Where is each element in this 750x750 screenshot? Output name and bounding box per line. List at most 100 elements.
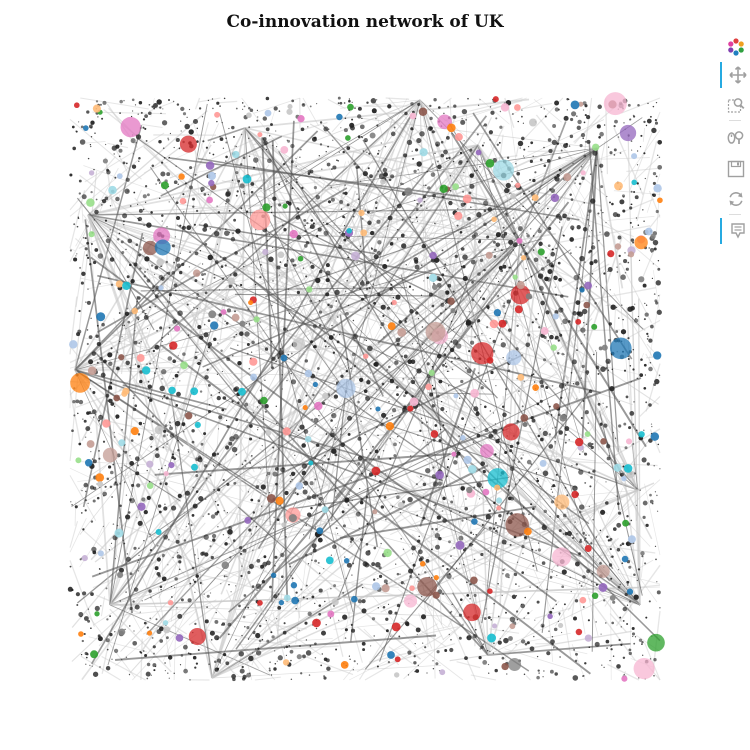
- network-node[interactable]: [447, 297, 455, 306]
- network-node[interactable]: [282, 659, 290, 666]
- network-node[interactable]: [394, 656, 401, 663]
- network-node[interactable]: [460, 434, 466, 441]
- network-node[interactable]: [331, 598, 339, 606]
- network-node[interactable]: [96, 312, 106, 322]
- network-node[interactable]: [453, 393, 459, 399]
- network-node[interactable]: [463, 455, 472, 465]
- network-node[interactable]: [282, 203, 288, 209]
- network-node[interactable]: [287, 104, 293, 110]
- network-node[interactable]: [266, 494, 276, 503]
- network-node[interactable]: [623, 464, 633, 473]
- network-node[interactable]: [454, 133, 463, 141]
- network-node[interactable]: [102, 158, 108, 164]
- network-node[interactable]: [575, 318, 582, 325]
- network-node[interactable]: [156, 258, 165, 267]
- network-node[interactable]: [417, 576, 437, 597]
- network-node[interactable]: [575, 437, 584, 447]
- network-node[interactable]: [173, 325, 181, 332]
- network-node[interactable]: [231, 313, 240, 322]
- network-node[interactable]: [591, 592, 599, 600]
- network-node[interactable]: [82, 125, 89, 131]
- network-node[interactable]: [404, 187, 413, 196]
- network-node[interactable]: [321, 506, 329, 514]
- network-node[interactable]: [450, 308, 456, 314]
- network-node[interactable]: [312, 618, 321, 628]
- network-node[interactable]: [631, 153, 638, 160]
- network-node[interactable]: [634, 235, 648, 250]
- network-node[interactable]: [579, 596, 587, 604]
- network-node[interactable]: [492, 96, 499, 103]
- network-node[interactable]: [485, 251, 493, 259]
- network-node[interactable]: [90, 650, 99, 659]
- network-node[interactable]: [136, 353, 145, 362]
- network-node[interactable]: [430, 430, 439, 438]
- network-node[interactable]: [88, 170, 95, 176]
- network-node[interactable]: [146, 460, 154, 468]
- network-node[interactable]: [407, 405, 414, 412]
- pan-tool-button[interactable]: [720, 62, 750, 88]
- network-node[interactable]: [487, 588, 493, 594]
- network-node[interactable]: [493, 309, 502, 317]
- network-node[interactable]: [208, 179, 215, 187]
- network-node[interactable]: [296, 654, 302, 660]
- network-node[interactable]: [380, 178, 386, 185]
- network-node[interactable]: [547, 613, 553, 620]
- network-node[interactable]: [316, 527, 324, 535]
- network-node[interactable]: [81, 555, 88, 562]
- network-node[interactable]: [653, 184, 662, 193]
- network-node[interactable]: [514, 104, 521, 111]
- network-node[interactable]: [520, 255, 527, 261]
- network-node[interactable]: [515, 182, 521, 189]
- network-node[interactable]: [657, 197, 663, 204]
- network-node[interactable]: [289, 229, 298, 239]
- network-node[interactable]: [179, 197, 187, 205]
- network-node[interactable]: [304, 369, 313, 378]
- network-node[interactable]: [180, 361, 188, 370]
- network-node[interactable]: [653, 351, 662, 360]
- network-node[interactable]: [601, 344, 608, 351]
- network-node[interactable]: [553, 403, 560, 410]
- network-node[interactable]: [292, 338, 306, 351]
- network-node[interactable]: [286, 108, 293, 115]
- network-node[interactable]: [288, 514, 297, 523]
- network-node[interactable]: [428, 369, 435, 377]
- network-node[interactable]: [409, 585, 415, 591]
- network-node[interactable]: [514, 305, 523, 314]
- network-node[interactable]: [550, 193, 560, 203]
- network-node[interactable]: [351, 251, 360, 261]
- network-node[interactable]: [249, 357, 258, 366]
- network-node[interactable]: [306, 286, 313, 293]
- network-node[interactable]: [154, 425, 164, 435]
- network-node[interactable]: [108, 185, 117, 195]
- network-node[interactable]: [429, 251, 437, 260]
- network-node[interactable]: [437, 289, 446, 298]
- network-node[interactable]: [347, 103, 354, 111]
- network-node[interactable]: [87, 366, 97, 375]
- network-node[interactable]: [494, 484, 501, 491]
- network-node[interactable]: [118, 628, 126, 636]
- network-node[interactable]: [470, 388, 480, 398]
- network-node[interactable]: [262, 248, 269, 256]
- network-node[interactable]: [575, 628, 583, 636]
- network-node[interactable]: [360, 229, 368, 237]
- network-canvas[interactable]: [0, 0, 715, 720]
- network-node[interactable]: [163, 626, 171, 634]
- network-node[interactable]: [325, 556, 334, 565]
- network-node[interactable]: [220, 309, 227, 315]
- network-node[interactable]: [452, 183, 459, 191]
- network-node[interactable]: [265, 430, 272, 436]
- network-node[interactable]: [409, 397, 419, 407]
- network-node[interactable]: [239, 320, 246, 327]
- network-node[interactable]: [192, 269, 201, 277]
- network-node[interactable]: [571, 490, 579, 499]
- network-node[interactable]: [631, 179, 637, 186]
- network-node[interactable]: [471, 518, 478, 525]
- network-node[interactable]: [603, 92, 627, 116]
- network-node[interactable]: [214, 111, 221, 118]
- network-node[interactable]: [409, 112, 417, 120]
- network-node[interactable]: [558, 622, 564, 628]
- network-node[interactable]: [314, 401, 323, 411]
- network-node[interactable]: [340, 661, 349, 669]
- network-node[interactable]: [113, 394, 121, 402]
- network-node[interactable]: [552, 547, 572, 567]
